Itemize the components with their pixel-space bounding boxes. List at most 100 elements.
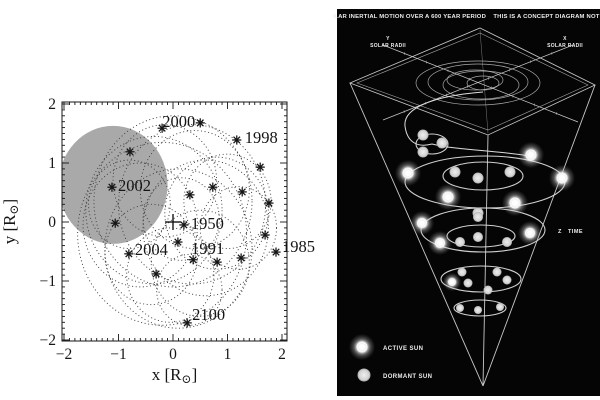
data-point-asterisk	[107, 182, 117, 192]
orbit-loop	[82, 162, 199, 288]
dormant-sun	[449, 166, 461, 178]
x-tick-label: −2	[56, 346, 73, 363]
legend-active-sun-core	[359, 344, 365, 350]
data-point-asterisk	[157, 123, 167, 133]
orbit-loop	[156, 253, 223, 326]
diagram-background	[337, 9, 600, 396]
solar-inertial-motion-cone-diagram: SOLAR INERTIAL MOTION OVER A 600 YEAR PE…	[333, 9, 600, 396]
orbit-loop	[139, 130, 250, 250]
plane-spiral-loop	[442, 70, 520, 100]
orbit-loop	[77, 141, 248, 326]
orbit-loop	[150, 209, 250, 317]
data-point-asterisk	[232, 135, 242, 145]
active-sun-core	[559, 175, 565, 181]
x-tick-label: −1	[110, 346, 127, 363]
data-point-asterisk	[173, 237, 183, 247]
x-tick-label: 1	[224, 346, 232, 363]
plane-spiral-loop	[427, 63, 529, 101]
x-tick-label: 0	[169, 346, 177, 363]
cone-edge	[482, 134, 489, 387]
active-sun-core	[449, 279, 455, 285]
active-sun-core	[405, 170, 411, 176]
dormant-sun	[417, 129, 429, 141]
data-point-asterisk	[195, 118, 205, 128]
data-point-asterisk	[151, 269, 161, 279]
concept-diagram-panel: SOLAR INERTIAL MOTION OVER A 600 YEAR PE…	[333, 0, 600, 400]
year-label: 2004	[135, 240, 168, 259]
data-point-asterisk	[188, 255, 198, 265]
y-axis-label: y [R⊙]	[0, 199, 21, 244]
plane-spiral-loop	[415, 60, 541, 106]
year-label: 1950	[191, 214, 224, 233]
x-tick-label: 2	[278, 346, 286, 363]
data-point-asterisk	[271, 247, 281, 257]
dormant-sun	[473, 212, 483, 222]
data-point-asterisk	[125, 147, 135, 157]
orbit-loop	[88, 159, 171, 250]
spiral-connector	[404, 91, 530, 157]
plane-spiral-loop	[446, 69, 504, 91]
data-point-asterisk	[110, 218, 120, 228]
plane-axis-line	[382, 44, 574, 121]
dormant-sun	[463, 278, 473, 288]
orbit-loop	[183, 153, 272, 250]
y-tick-label: −1	[40, 273, 57, 290]
orbit-loop	[142, 159, 269, 297]
dormant-sun	[436, 137, 448, 149]
dormant-sun	[457, 267, 467, 277]
diagram-title: SOLAR INERTIAL MOTION OVER A 600 YEAR PE…	[333, 14, 600, 20]
x-solar-radii-label: X	[563, 36, 567, 42]
orbit-loop	[142, 177, 220, 261]
x-solar-radii-label: SOLAR RADII	[547, 43, 583, 49]
year-label: 2100	[192, 305, 225, 324]
dormant-sun	[455, 237, 465, 247]
year-label: 1998	[245, 128, 278, 147]
legend-active-label: ACTIVE SUN	[383, 346, 423, 352]
orbit-ring	[453, 299, 507, 317]
z-time-label: Z TIME	[558, 229, 583, 235]
dormant-sun	[502, 237, 512, 247]
data-point-asterisk	[260, 230, 270, 240]
x-axis-label: x [R⊙]	[152, 365, 197, 386]
active-sun-core	[512, 200, 518, 206]
data-point-asterisk	[237, 187, 247, 197]
y-solar-radii-label: SOLAR RADII	[370, 43, 406, 49]
orbit-ring	[440, 265, 522, 293]
active-sun-core	[527, 230, 533, 236]
data-point-asterisk	[208, 182, 218, 192]
dormant-sun	[496, 303, 504, 311]
dormant-sun	[472, 172, 484, 184]
y-tick-label: −2	[40, 332, 57, 349]
dormant-sun	[502, 275, 512, 285]
y-solar-radii-label: Y	[386, 36, 390, 42]
barycenter-plot-panel: −2 −1 0 1 2 −2 −1 0 1 2 x [R⊙] y [R⊙] 2000 1998 2002 19…	[0, 96, 316, 386]
legend-dormant-label: DORMANT SUN	[383, 374, 432, 380]
orbit-loop	[164, 156, 269, 270]
dormant-sun	[417, 146, 429, 158]
year-label: 2000	[162, 112, 195, 131]
orbit-loop	[118, 124, 267, 285]
active-sun-core	[445, 194, 451, 200]
active-sun-core	[528, 152, 534, 158]
cone-edge	[349, 82, 484, 387]
y-tick-label: 2	[48, 96, 56, 113]
orbit-ring	[442, 161, 524, 191]
orbit-loop	[93, 115, 253, 288]
data-point-asterisk	[182, 318, 192, 328]
cone-back-edge	[479, 29, 489, 134]
data-point-asterisk	[179, 220, 189, 230]
year-label: 1991	[191, 239, 224, 258]
orbit-loop	[112, 124, 218, 238]
active-sun-core	[419, 220, 425, 226]
data-point-asterisk	[236, 253, 246, 263]
dormant-sun	[456, 304, 464, 312]
data-point-asterisk	[185, 190, 195, 200]
data-point-asterisk	[124, 249, 134, 259]
dormant-sun	[483, 285, 493, 295]
orbit-loop	[199, 186, 278, 270]
plane-spiral-loop	[466, 75, 500, 91]
orbit-loop	[104, 203, 199, 306]
origin-plus-marker	[165, 214, 181, 230]
plot-frame	[61, 101, 288, 342]
